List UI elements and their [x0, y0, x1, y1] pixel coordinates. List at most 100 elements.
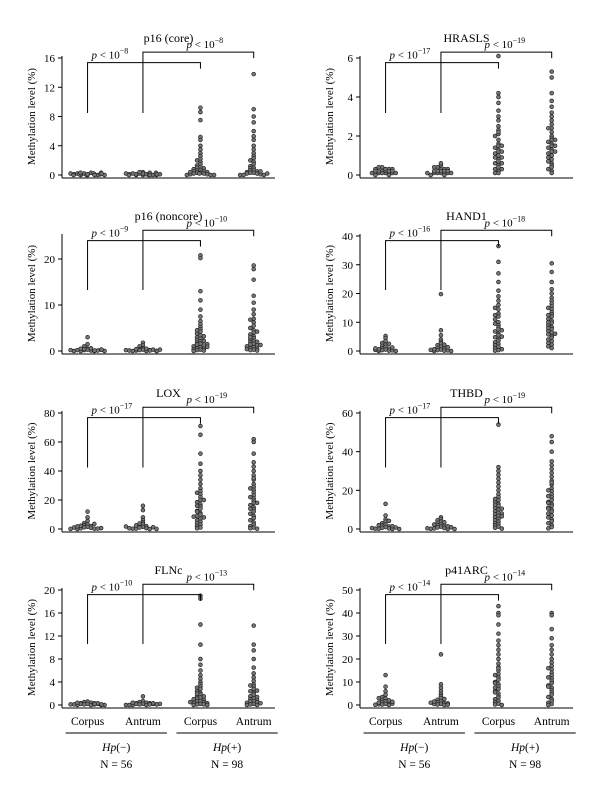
data-point [383, 513, 388, 518]
data-point [251, 114, 256, 119]
data-point [251, 665, 256, 670]
data-point [549, 474, 554, 480]
data-point [549, 69, 554, 74]
data-point [251, 515, 256, 521]
data-point [492, 702, 498, 707]
y-tick-label: 8 [50, 112, 56, 124]
data-point [549, 449, 554, 454]
data-point [492, 672, 498, 678]
data-point [552, 143, 558, 149]
data-point [251, 266, 256, 272]
data-point [194, 490, 200, 496]
data-point [549, 129, 554, 135]
data-point [88, 345, 94, 351]
data-point [499, 155, 505, 160]
comparison-bracket [87, 417, 201, 468]
data-point [549, 118, 554, 123]
data-point [496, 472, 501, 478]
data-point [496, 118, 501, 123]
data-point [85, 341, 90, 347]
data-point [393, 170, 399, 176]
data-point [198, 622, 203, 627]
comparison-bracket [142, 583, 255, 645]
data-point [549, 279, 554, 285]
data-point [201, 348, 207, 353]
data-point [194, 328, 200, 333]
data-point [201, 334, 207, 339]
data-point [248, 506, 253, 511]
data-point [197, 171, 202, 176]
data-point [549, 636, 554, 641]
data-point [254, 329, 260, 334]
data-point [383, 501, 388, 507]
data-point [198, 668, 203, 673]
data-point [425, 525, 430, 531]
data-point [492, 321, 498, 326]
category-label: Antrum [534, 716, 570, 728]
data-point [549, 104, 554, 109]
data-point [549, 626, 554, 632]
data-point [428, 347, 433, 353]
panel-1: HRASLS 0 2 4 6 Methylation level (%) p < 10−17… [324, 31, 573, 182]
data-point [492, 496, 498, 502]
data-point [546, 665, 551, 671]
data-point [251, 323, 256, 328]
group-n-label: N = 98 [509, 759, 541, 771]
data-point [546, 166, 551, 172]
data-point [254, 500, 260, 506]
data-point [201, 497, 207, 503]
data-point [496, 468, 501, 474]
data-point [492, 317, 498, 322]
p-value-annotation: p < 10−10 [91, 579, 133, 594]
data-point [428, 700, 433, 705]
y-axis-label: Methylation level (%) [324, 422, 336, 519]
data-point [251, 106, 256, 112]
data-point [431, 168, 437, 174]
y-tick-label: 10 [342, 677, 354, 689]
data-point [68, 347, 73, 353]
data-point [251, 509, 256, 514]
data-point [205, 702, 210, 708]
data-point [251, 71, 256, 77]
y-tick-label: 10 [44, 300, 56, 312]
data-point [251, 468, 256, 474]
data-point [198, 109, 203, 115]
y-tick-label: 20 [342, 289, 354, 301]
data-point [425, 170, 430, 176]
data-point [85, 334, 90, 340]
data-point [438, 328, 444, 333]
data-point [431, 164, 437, 170]
data-point [546, 515, 551, 520]
data-point [549, 642, 554, 648]
data-point [194, 685, 200, 690]
data-point [71, 172, 76, 178]
data-point [496, 294, 501, 299]
data-point [499, 149, 505, 154]
data-point [549, 647, 554, 653]
data-point [140, 503, 146, 509]
data-point [251, 133, 256, 139]
data-point [140, 694, 146, 699]
data-point [248, 688, 253, 694]
data-point [251, 476, 256, 481]
data-point [496, 108, 501, 113]
data-point [492, 145, 498, 150]
y-tick-label: 20 [44, 254, 56, 266]
group-label: Hp(−) [399, 742, 428, 754]
group-n-label: N = 56 [398, 759, 430, 771]
data-point [123, 702, 129, 708]
data-point [198, 662, 203, 667]
data-point [154, 702, 160, 707]
data-point [496, 613, 501, 618]
data-point [251, 293, 256, 299]
p-value-annotation: p < 10−9 [91, 225, 129, 240]
comparison-bracket [385, 594, 499, 645]
data-point [191, 348, 196, 354]
data-point [248, 334, 253, 340]
data-point [78, 346, 84, 351]
data-point [85, 515, 90, 520]
data-point [194, 509, 200, 514]
data-point [390, 699, 395, 705]
data-point [546, 344, 551, 349]
